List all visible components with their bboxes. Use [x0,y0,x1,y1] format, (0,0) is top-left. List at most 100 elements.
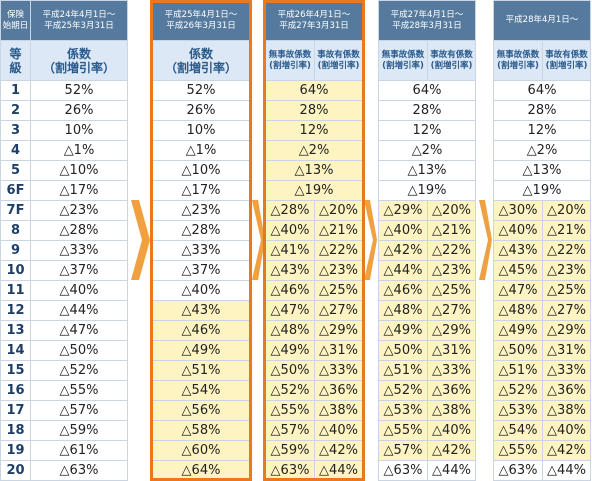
rate-cell: 52% [152,80,250,101]
text: △20% [319,203,358,218]
text: △25% [432,283,471,298]
text: △63% [59,463,99,478]
rate-cell: △36% [314,380,363,401]
rate-cell: △59% [265,440,315,461]
text: △33% [547,363,586,378]
text: 7F [6,203,25,218]
text: △54% [181,383,221,398]
rate-cell: 52% [30,80,128,101]
text: △41% [270,243,310,258]
rate-cell: △20% [314,200,363,221]
rate-cell: △29% [314,320,363,341]
text: △20% [547,203,586,218]
rate-cell: △13% [493,160,591,181]
text: △43% [181,303,221,318]
text: 18 [6,423,25,438]
grade: 5 [0,160,31,181]
text: (割増引率) [382,60,424,71]
text: 28% [527,103,557,118]
rate-cell: △57% [265,420,315,441]
rate-cell: △20% [542,200,591,221]
rate-cell: △25% [542,280,591,301]
rate-cell: △54% [152,380,250,401]
text: 平成27年4月1日～ [390,9,464,20]
rate-cell: 64% [493,80,591,101]
text: △2% [411,143,443,158]
text: △29% [432,323,471,338]
column-header: 事故有係数 (割増引率) [427,40,476,81]
text: △10% [59,163,99,178]
grade: 7F [0,200,31,221]
rate-cell: △50% [378,340,428,361]
grade: 19 [0,440,31,461]
rate-cell: △57% [378,440,428,461]
text: △2% [526,143,558,158]
text: △38% [432,403,471,418]
text: 64% [412,83,442,98]
text: △19% [522,183,562,198]
rate-cell: △49% [265,340,315,361]
text: △57% [383,443,423,458]
text: △40% [181,283,221,298]
text: 64% [299,83,329,98]
text: △44% [383,263,423,278]
text: △63% [270,463,310,478]
grade: 20 [0,460,31,481]
grade: 2 [0,100,31,121]
row-header-title: 保険 始期日 [0,0,31,41]
rate-cell: △40% [542,420,591,441]
text: △1% [185,143,217,158]
rate-cell: △28% [265,200,315,221]
text: △21% [319,223,358,238]
rate-cell: △33% [314,360,363,381]
text: (割増引率) [545,60,588,71]
text: △17% [181,183,221,198]
text: 係数 [188,46,213,61]
rate-cell: △10% [30,160,128,181]
rate-cell: △47% [30,320,128,341]
rate-cell: △1% [30,140,128,161]
grade: 18 [0,420,31,441]
rate-cell: △54% [493,420,543,441]
rate-cell: △21% [427,220,476,241]
rate-cell: △47% [265,300,315,321]
text: △49% [270,343,310,358]
rate-cell: 26% [30,100,128,121]
rate-cell: 26% [152,100,250,121]
rate-cell: △22% [314,240,363,261]
text: △40% [59,283,99,298]
text: △43% [270,263,310,278]
text: △40% [498,223,538,238]
text: （割増引率） [164,60,237,75]
text: △64% [181,463,221,478]
text: △25% [547,283,586,298]
text: △37% [59,263,99,278]
text: 52% [186,83,216,98]
text: △42% [432,443,471,458]
rate-cell: △2% [378,140,476,161]
text: △30% [498,203,538,218]
rate-cell: △22% [542,240,591,261]
rate-cell: 12% [378,120,476,141]
rate-cell: △48% [493,300,543,321]
rate-cell: △49% [378,320,428,341]
text: 20 [6,463,25,478]
text: 係数 [66,46,91,61]
text: 64% [527,83,557,98]
grade: 3 [0,120,31,141]
rate-cell: △41% [265,240,315,261]
text: △52% [383,383,423,398]
text: △42% [319,443,358,458]
rate-cell: △23% [314,260,363,281]
rate-cell: △36% [542,380,591,401]
rate-cell: △33% [30,240,128,261]
text: (割増引率) [430,60,473,71]
text: △27% [319,303,358,318]
rate-cell: △40% [265,220,315,241]
text: △44% [547,463,586,478]
text: △10% [181,163,221,178]
arrow [131,200,150,280]
text: △13% [294,163,334,178]
text: 12% [412,123,442,138]
